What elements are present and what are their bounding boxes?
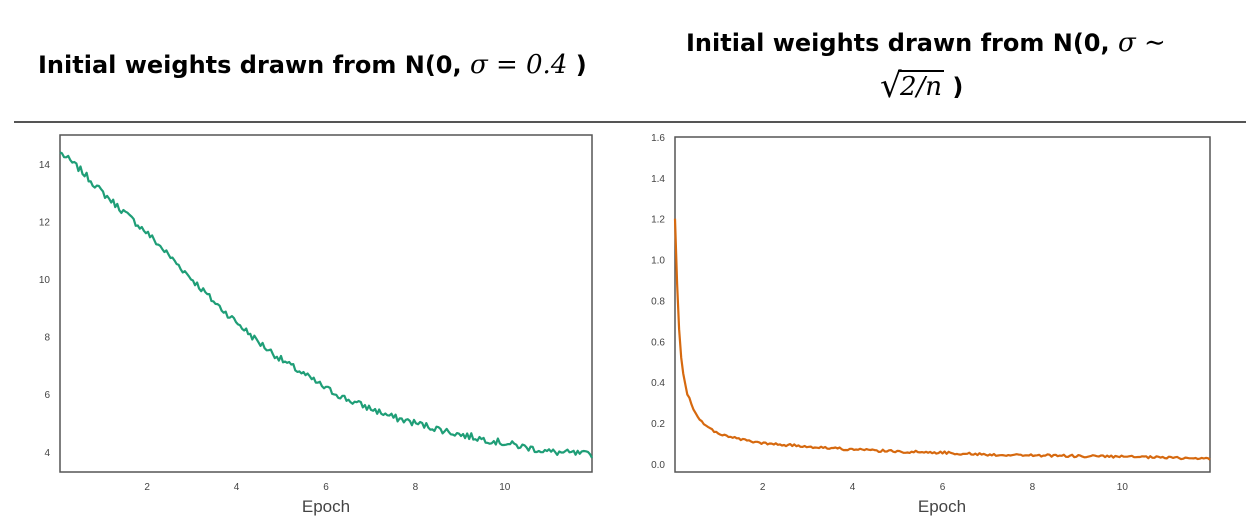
right-chart-title-line2: √ 2/n ) bbox=[880, 66, 964, 106]
right-chart-title-line1: Initial weights drawn from N(0, σ ∼ bbox=[686, 28, 1166, 58]
y-tick-label: 0.6 bbox=[651, 337, 665, 348]
y-tick-label: 1.2 bbox=[651, 215, 665, 226]
y-tick-label: 6 bbox=[44, 390, 50, 401]
y-tick-label: 1.4 bbox=[651, 174, 665, 185]
y-tick-label: 14 bbox=[39, 160, 51, 171]
x-tick-label: 8 bbox=[1030, 482, 1036, 493]
x-axis-label: Epoch bbox=[918, 497, 966, 516]
x-tick-label: 10 bbox=[499, 482, 511, 493]
x-tick-label: 10 bbox=[1117, 482, 1129, 493]
y-tick-label: 12 bbox=[39, 217, 51, 228]
left-title-math: σ = 0.4 bbox=[469, 50, 568, 80]
plot-frame bbox=[59, 134, 593, 473]
y-tick-label: 10 bbox=[39, 275, 51, 286]
y-tick-label: 1.0 bbox=[651, 256, 665, 267]
y-tick-label: 0.0 bbox=[651, 460, 665, 471]
y-tick-label: 0.2 bbox=[651, 419, 665, 430]
y-tick-label: 0.8 bbox=[651, 296, 665, 307]
x-tick-label: 6 bbox=[940, 482, 946, 493]
x-axis-label: Epoch bbox=[302, 497, 350, 516]
y-tick-label: 8 bbox=[44, 333, 50, 344]
x-tick-label: 2 bbox=[760, 482, 766, 493]
x-tick-label: 4 bbox=[234, 482, 240, 493]
left-chart-title: Initial weights drawn from N(0, σ = 0.4 … bbox=[38, 50, 587, 80]
loss-series-line bbox=[673, 218, 1211, 461]
x-tick-label: 2 bbox=[144, 482, 150, 493]
loss-series-line bbox=[59, 151, 593, 459]
plot-frame bbox=[674, 136, 1211, 473]
y-tick-label: 4 bbox=[44, 448, 50, 459]
x-tick-label: 6 bbox=[323, 482, 329, 493]
sqrt-expression: √ 2/n bbox=[880, 66, 945, 106]
y-tick-label: 0.4 bbox=[651, 378, 665, 389]
right-title-math: σ ∼ bbox=[1117, 28, 1166, 58]
x-tick-label: 8 bbox=[413, 482, 419, 493]
x-tick-label: 4 bbox=[850, 482, 856, 493]
y-tick-label: 1.6 bbox=[651, 133, 665, 144]
title-divider bbox=[14, 121, 1246, 123]
